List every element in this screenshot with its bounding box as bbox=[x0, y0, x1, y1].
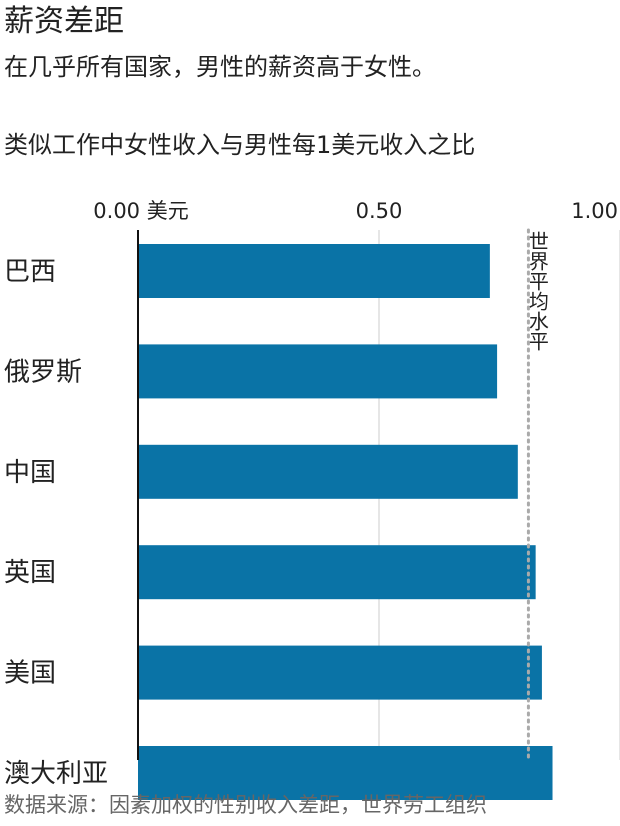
category-label: 澳大利亚 bbox=[4, 759, 108, 789]
reference-line-label: 世界平均水平 bbox=[525, 231, 549, 351]
x-tick-label: 0.50 bbox=[356, 199, 403, 223]
bar bbox=[138, 545, 536, 600]
category-label: 巴西 bbox=[4, 257, 56, 287]
chart-subtitle: 在几乎所有国家，男性的薪资高于女性。 bbox=[4, 53, 436, 81]
bar bbox=[138, 344, 498, 399]
chart-heading: 类似工作中女性收入与男性每1美元收入之比 bbox=[4, 131, 476, 159]
source-note: 数据来源：因素加权的性别收入差距，世界劳工组织 bbox=[4, 793, 487, 817]
category-label: 美国 bbox=[4, 659, 56, 689]
bar bbox=[138, 244, 490, 298]
bar bbox=[138, 746, 553, 800]
chart-title: 薪资差距 bbox=[4, 4, 124, 39]
category-label: 中国 bbox=[4, 458, 56, 488]
x-tick-label: 1.00 bbox=[571, 199, 618, 223]
category-label: 俄罗斯 bbox=[4, 357, 82, 387]
category-label: 英国 bbox=[4, 558, 56, 588]
bar bbox=[138, 645, 542, 700]
x-tick-label: 0.00 美元 bbox=[93, 199, 188, 223]
bar bbox=[138, 444, 518, 499]
